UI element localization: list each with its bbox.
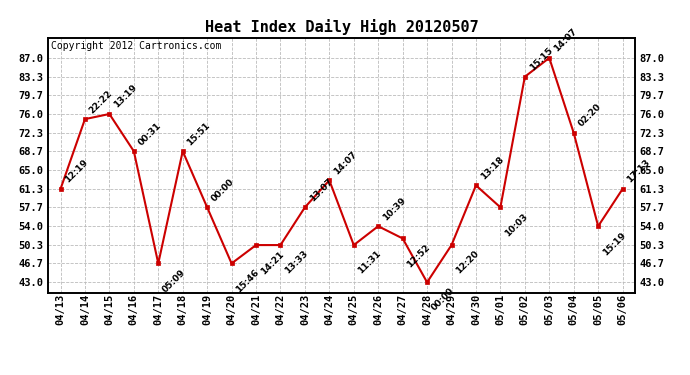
Text: 00:31: 00:31: [137, 121, 163, 147]
Text: 15:15: 15:15: [528, 46, 554, 73]
Text: 02:20: 02:20: [576, 102, 603, 129]
Text: 13:18: 13:18: [479, 154, 505, 181]
Text: 13:19: 13:19: [112, 83, 139, 110]
Text: 10:39: 10:39: [381, 195, 408, 222]
Text: 11:31: 11:31: [357, 249, 383, 276]
Title: Heat Index Daily High 20120507: Heat Index Daily High 20120507: [205, 19, 478, 35]
Text: 10:03: 10:03: [503, 211, 530, 238]
Text: Copyright 2012 Cartronics.com: Copyright 2012 Cartronics.com: [51, 41, 221, 51]
Text: 14:07: 14:07: [332, 150, 359, 176]
Text: 00:00: 00:00: [210, 177, 236, 203]
Text: 05:09: 05:09: [161, 268, 188, 294]
Text: 15:46: 15:46: [235, 268, 261, 294]
Text: 12:20: 12:20: [454, 249, 481, 276]
Text: 15:51: 15:51: [186, 120, 212, 147]
Text: 14:07: 14:07: [552, 27, 579, 54]
Text: 12:52: 12:52: [406, 243, 432, 269]
Text: 12:19: 12:19: [63, 158, 90, 185]
Text: 14:21: 14:21: [259, 249, 286, 276]
Text: 15:19: 15:19: [601, 230, 628, 257]
Text: 13:07: 13:07: [308, 177, 334, 203]
Text: 00:00: 00:00: [430, 286, 456, 313]
Text: 17:13: 17:13: [625, 158, 652, 185]
Text: 13:33: 13:33: [283, 249, 310, 276]
Text: 22:22: 22:22: [88, 88, 115, 115]
